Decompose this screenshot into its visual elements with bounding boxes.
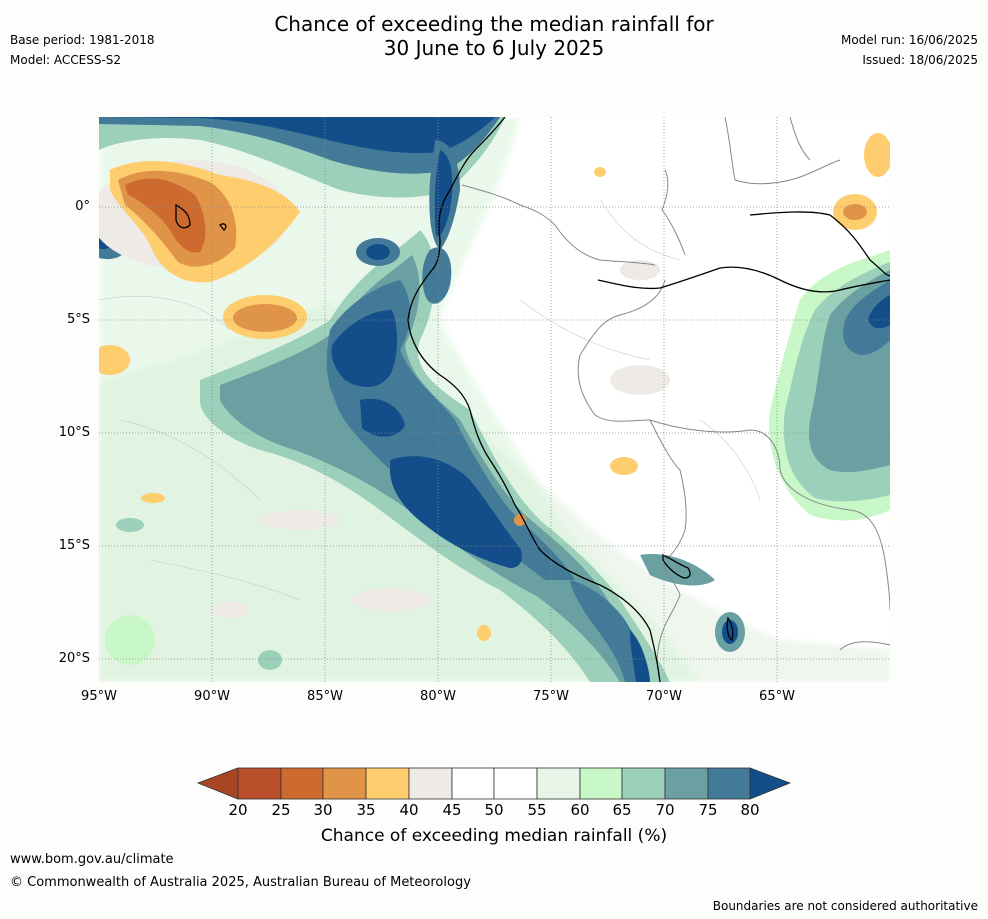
base-period: Base period: 1981-2018 xyxy=(10,33,155,47)
lat-label-0: 0° xyxy=(75,199,90,214)
colorbar-tick-65: 65 xyxy=(612,801,632,819)
colorbar-box-30-35 xyxy=(322,767,367,800)
colorbar-tick-60: 60 xyxy=(570,801,590,819)
meta-right: Model run: 16/06/2025 Issued: 18/06/2025 xyxy=(841,30,978,70)
lon-label-95w: 95°W xyxy=(81,689,117,704)
map-title: Chance of exceeding the median rainfall … xyxy=(0,12,988,60)
colorbar-box-35-40 xyxy=(365,767,410,800)
colorbar-tick-25: 25 xyxy=(271,801,291,819)
colorbar-tick-30: 30 xyxy=(313,801,333,819)
coastline xyxy=(175,117,890,682)
colorbar-tick-50: 50 xyxy=(484,801,504,819)
lon-label-90w: 90°W xyxy=(194,689,230,704)
colorbar-tick-45: 45 xyxy=(442,801,462,819)
colorbar-tick-75: 75 xyxy=(698,801,718,819)
colorbar-box-55-60 xyxy=(536,767,581,800)
gridlines xyxy=(99,117,890,682)
colorbar-box-50-55 xyxy=(493,767,538,800)
colorbar-box-70-75 xyxy=(664,767,709,800)
colorbar-tick-40: 40 xyxy=(399,801,419,819)
lat-label-10s: 10°S xyxy=(58,425,90,440)
colorbar-tick-70: 70 xyxy=(655,801,675,819)
lon-label-65w: 65°W xyxy=(759,689,795,704)
colorbar-box-60-65 xyxy=(579,767,623,800)
colorbar-tick-20: 20 xyxy=(228,801,248,819)
lat-label-15s: 15°S xyxy=(58,538,90,553)
colorbar-box-20-25 xyxy=(237,767,282,800)
model-name: Model: ACCESS-S2 xyxy=(10,53,122,67)
title-line-2: 30 June to 6 July 2025 xyxy=(383,36,605,60)
lat-label-5s: 5°S xyxy=(66,312,90,327)
colorbar-box-65-70 xyxy=(621,767,666,800)
lon-label-75w: 75°W xyxy=(533,689,569,704)
website-link[interactable]: www.bom.gov.au/climate xyxy=(10,852,174,867)
colorbar-box-45-50 xyxy=(451,767,495,800)
colorbar-box-25-30 xyxy=(280,767,324,800)
lat-label-20s: 20°S xyxy=(58,651,90,666)
colorbar-box-40-45 xyxy=(408,767,453,800)
lon-label-70w: 70°W xyxy=(646,689,682,704)
issued-date: Issued: 18/06/2025 xyxy=(862,53,978,67)
lon-label-85w: 85°W xyxy=(307,689,343,704)
colorbar-low-arrow xyxy=(196,767,239,800)
colorbar-high-arrow xyxy=(749,767,792,800)
meta-left: Base period: 1981-2018 Model: ACCESS-S2 xyxy=(10,30,155,70)
lon-label-80w: 80°W xyxy=(420,689,456,704)
colorbar-tick-35: 35 xyxy=(356,801,376,819)
probability-shading xyxy=(99,117,890,682)
colorbar-box-75-80 xyxy=(707,767,751,800)
copyright-text: © Commonwealth of Australia 2025, Austra… xyxy=(10,875,471,890)
disclaimer-text: Boundaries are not considered authoritat… xyxy=(712,899,978,913)
model-run: Model run: 16/06/2025 xyxy=(840,33,978,47)
colorbar-label: Chance of exceeding median rainfall (%) xyxy=(320,826,668,846)
title-line-1: Chance of exceeding the median rainfall … xyxy=(274,12,714,36)
colorbar-tick-55: 55 xyxy=(527,801,547,819)
colorbar-tick-80: 80 xyxy=(740,801,760,819)
colorbar xyxy=(196,767,792,800)
